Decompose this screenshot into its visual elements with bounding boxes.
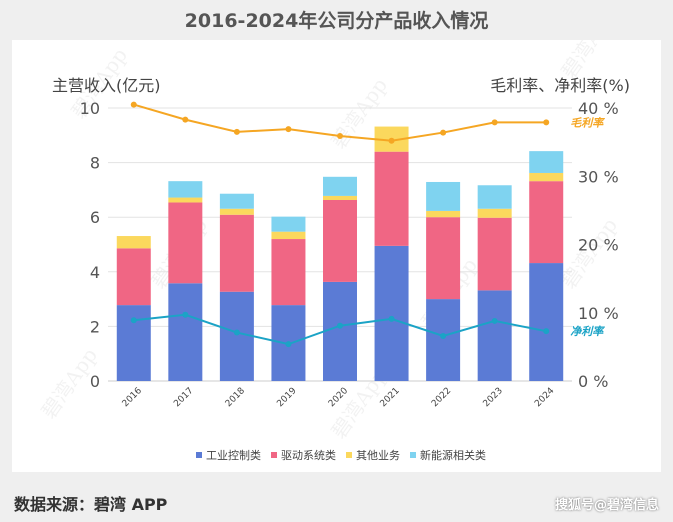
y2-tick-label: 10 %: [578, 304, 619, 323]
legend-swatch: [196, 452, 202, 458]
bar-segment: [168, 202, 203, 284]
y2-tick-label: 30 %: [578, 167, 619, 186]
line-point: [182, 311, 189, 318]
chart-title: 2016-2024年公司分产品收入情况: [184, 10, 489, 32]
x-tick-label: 2019: [275, 386, 298, 409]
legend-label: 新能源相关类: [420, 448, 486, 462]
bar-segment: [529, 181, 564, 264]
line-label: 净利率: [570, 325, 605, 338]
y-tick-label: 8: [90, 154, 100, 173]
bar-segment: [219, 193, 254, 209]
line-point: [130, 101, 137, 108]
bar-segment: [219, 208, 254, 215]
credit-label: 搜狐号@碧湾信息: [554, 498, 659, 513]
bar-segment: [168, 181, 203, 198]
bar-segment: [323, 176, 357, 196]
line-point: [491, 119, 498, 126]
bar-segment: [271, 231, 306, 240]
bar-segment: [529, 151, 564, 173]
x-tick-label: 2022: [430, 386, 453, 409]
legend-swatch: [410, 452, 416, 458]
bar-segment: [116, 248, 151, 306]
y-tick-label: 6: [90, 208, 100, 227]
line-point: [491, 317, 498, 324]
bar-segment: [219, 291, 254, 381]
line-point: [285, 126, 292, 133]
line-point: [440, 332, 447, 339]
x-tick-label: 2016: [121, 386, 144, 409]
bar-segment: [168, 283, 203, 381]
bar-segment: [477, 208, 512, 218]
line-point: [182, 116, 189, 123]
x-tick-label: 2024: [533, 386, 556, 409]
chart-panel: 碧湾App碧湾App碧湾App碧湾App碧湾App碧湾App碧湾App碧湾App…: [12, 40, 661, 472]
bar-segment: [271, 216, 306, 232]
y-tick-label: 0: [90, 372, 100, 391]
chart-svg: 碧湾App碧湾App碧湾App碧湾App碧湾App碧湾App碧湾App碧湾App…: [36, 40, 630, 462]
bar-segment: [477, 217, 512, 291]
bar-segment: [323, 281, 357, 381]
line-point: [543, 119, 550, 126]
legend-label: 其他业务: [356, 449, 400, 462]
line-point: [440, 129, 447, 136]
x-tick-label: 2018: [224, 386, 247, 409]
bar-segment: [168, 197, 203, 203]
line-label: 毛利率: [570, 116, 605, 129]
y2-tick-label: 20 %: [578, 236, 619, 255]
y-axis-title: 主营收入(亿元): [52, 76, 161, 95]
bar-segment: [529, 172, 564, 182]
legend-label: 驱动系统类: [281, 448, 336, 462]
x-tick-label: 2023: [482, 386, 505, 409]
legend-swatch: [271, 452, 277, 458]
bar-segment: [323, 200, 357, 282]
line-point: [388, 315, 395, 322]
x-tick-label: 2017: [172, 386, 195, 409]
bar-segment: [426, 217, 461, 300]
bar-segment: [529, 263, 564, 381]
bar-segment: [271, 239, 306, 306]
line-point: [285, 341, 292, 348]
data-source: 数据来源：碧湾 APP: [14, 495, 168, 514]
bar-segment: [477, 185, 512, 209]
legend-swatch: [346, 452, 352, 458]
legend-label: 工业控制类: [206, 448, 261, 462]
bar-segment: [219, 214, 254, 292]
y-tick-label: 10: [80, 99, 100, 118]
line-point: [543, 328, 550, 335]
line-point: [233, 128, 240, 135]
y-tick-label: 4: [90, 263, 100, 282]
bar-segment: [116, 236, 151, 249]
bar-segment: [323, 195, 357, 201]
y-tick-label: 2: [90, 317, 100, 336]
line-point: [388, 137, 395, 144]
line-point: [233, 329, 240, 336]
y2-tick-label: 0 %: [578, 372, 608, 391]
y2-axis-title: 毛利率、净利率(%): [490, 76, 630, 95]
bar-segment: [426, 299, 461, 381]
line-point: [337, 322, 343, 329]
bar-segment: [374, 151, 409, 246]
bar-segment: [426, 210, 461, 218]
bar-segment: [374, 245, 409, 381]
y2-tick-label: 40 %: [578, 99, 619, 118]
line-point: [130, 317, 137, 324]
bar-segment: [477, 290, 512, 381]
bar-segment: [116, 305, 151, 381]
line-point: [337, 132, 343, 139]
bar-segment: [426, 181, 461, 211]
